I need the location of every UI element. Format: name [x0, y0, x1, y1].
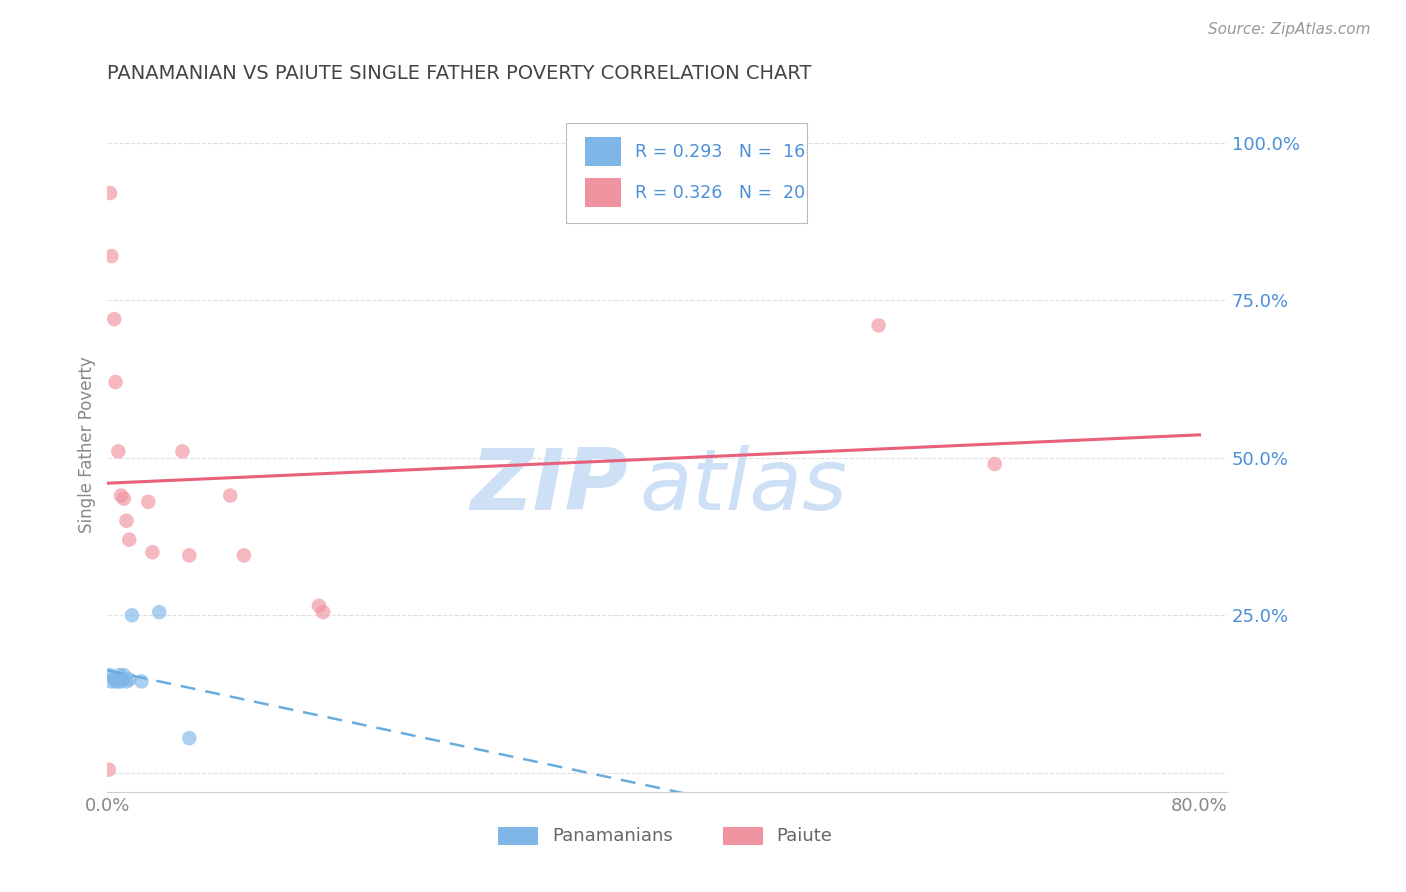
Point	[115, 674, 138, 689]
FancyBboxPatch shape	[585, 137, 621, 167]
Text: atlas: atlas	[640, 445, 846, 528]
Point	[112, 668, 135, 682]
Point	[308, 599, 330, 613]
Point	[232, 549, 254, 563]
Point	[104, 375, 127, 389]
Point	[107, 674, 129, 689]
Text: PANAMANIAN VS PAIUTE SINGLE FATHER POVERTY CORRELATION CHART: PANAMANIAN VS PAIUTE SINGLE FATHER POVER…	[107, 64, 811, 83]
Point	[121, 608, 143, 623]
Point	[118, 533, 141, 547]
Point	[108, 668, 131, 682]
Point	[110, 674, 132, 689]
Text: R = 0.293   N =  16: R = 0.293 N = 16	[634, 143, 804, 161]
Point	[105, 673, 128, 687]
Point	[111, 673, 134, 687]
Text: Paiute: Paiute	[776, 827, 832, 846]
Point	[100, 249, 122, 263]
Point	[103, 312, 125, 326]
Point	[118, 673, 141, 687]
Point	[103, 671, 125, 685]
Point	[868, 318, 890, 333]
Point	[172, 444, 194, 458]
Point	[148, 605, 170, 619]
Point	[110, 489, 132, 503]
Point	[138, 495, 160, 509]
Point	[141, 545, 163, 559]
Point	[219, 489, 242, 503]
Point	[97, 763, 120, 777]
Text: Panamanians: Panamanians	[551, 827, 672, 846]
Point	[115, 514, 138, 528]
Point	[98, 668, 121, 682]
Y-axis label: Single Father Poverty: Single Father Poverty	[79, 357, 96, 533]
Text: Source: ZipAtlas.com: Source: ZipAtlas.com	[1208, 22, 1371, 37]
Text: R = 0.326   N =  20: R = 0.326 N = 20	[634, 184, 804, 202]
FancyBboxPatch shape	[567, 123, 807, 223]
Point	[100, 674, 122, 689]
Point	[179, 549, 201, 563]
FancyBboxPatch shape	[585, 178, 621, 207]
Point	[98, 186, 121, 200]
Point	[179, 731, 201, 746]
Point	[983, 457, 1005, 471]
Point	[104, 674, 127, 689]
Text: ZIP: ZIP	[470, 445, 628, 528]
Point	[112, 491, 135, 506]
Point	[312, 605, 335, 619]
Point	[107, 444, 129, 458]
Point	[131, 674, 153, 689]
